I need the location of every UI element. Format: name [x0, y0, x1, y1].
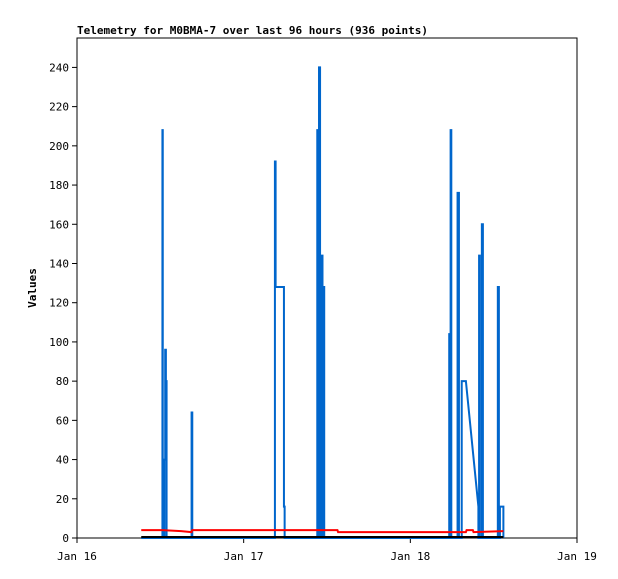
y-tick-label: 120: [49, 297, 69, 310]
y-tick-label: 160: [49, 218, 69, 231]
series-layer: [141, 66, 505, 539]
y-tick-label: 80: [56, 375, 69, 388]
y-tick-label: 140: [49, 257, 69, 270]
y-tick-label: 0: [62, 532, 69, 545]
y-tick-label: 60: [56, 414, 69, 427]
y-axis-label: Values: [26, 268, 39, 308]
y-tick-label: 40: [56, 454, 69, 467]
series-line-2: [141, 529, 504, 534]
x-tick-label: Jan 19: [557, 550, 597, 563]
y-tick-label: 220: [49, 101, 69, 114]
plot-area: [76, 37, 578, 539]
x-tick-label: Jan 16: [57, 550, 97, 563]
y-tick-label: 100: [49, 336, 69, 349]
y-tick-label: 200: [49, 140, 69, 153]
y-tick-label: 180: [49, 179, 69, 192]
y-tick-label: 20: [56, 493, 69, 506]
y-tick-label: 240: [49, 61, 69, 74]
chart-title: Telemetry for M0BMA-7 over last 96 hours…: [77, 24, 428, 37]
x-tick-label: Jan 17: [224, 550, 264, 563]
x-tick-label: Jan 18: [390, 550, 430, 563]
y-axis: 0 20 40 60 80 100 120 140 160 180 200 220 240: [49, 61, 77, 545]
x-axis: Jan 16 Jan 17 Jan 18 Jan 19: [57, 538, 597, 563]
